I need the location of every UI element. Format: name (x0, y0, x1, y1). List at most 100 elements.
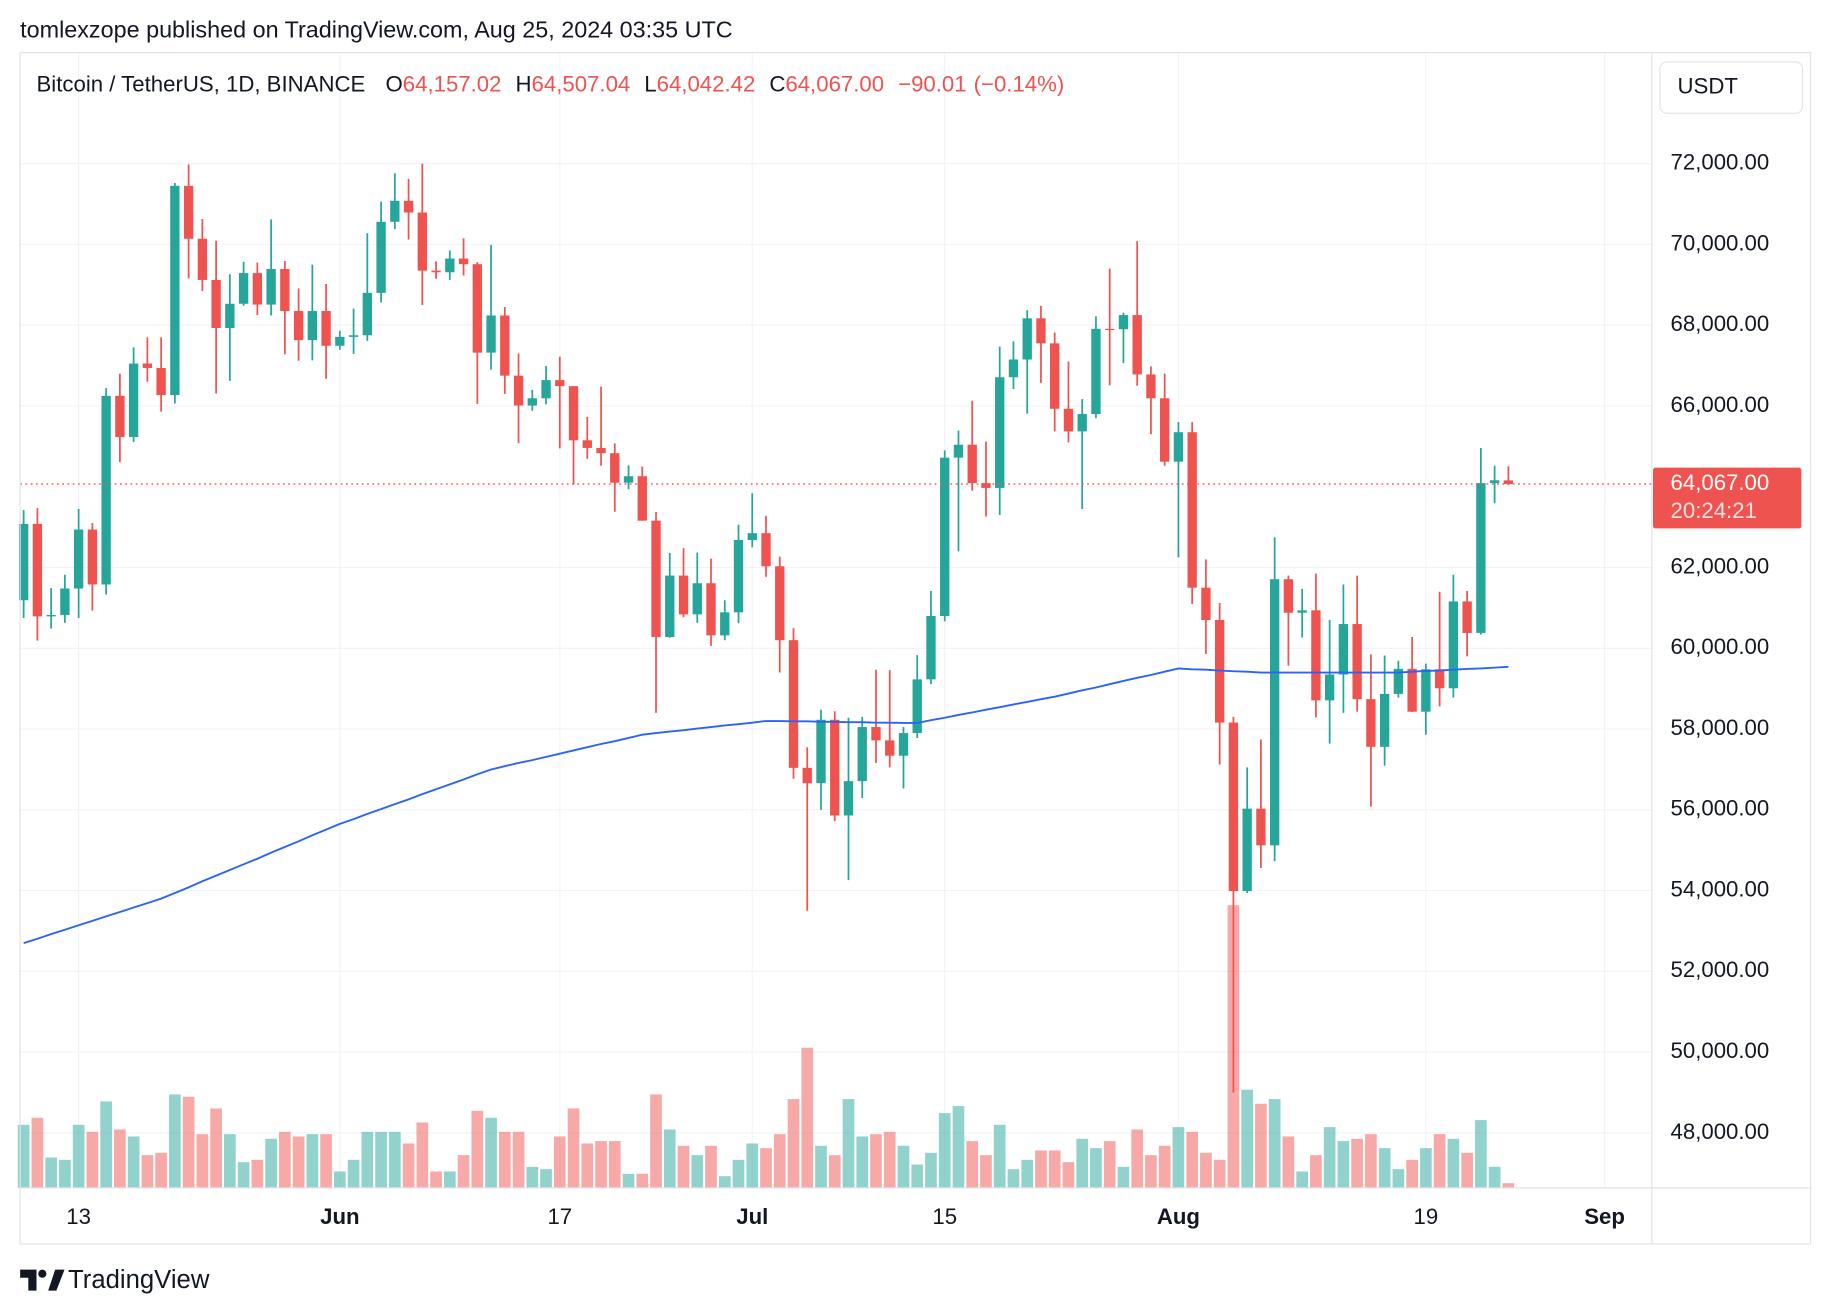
candle-body (1160, 398, 1170, 462)
volume-bar (196, 1134, 209, 1188)
volume-bar (1213, 1159, 1226, 1188)
volume-bar (1172, 1127, 1185, 1188)
candle-body (1242, 808, 1252, 892)
volume-bar (1447, 1138, 1460, 1188)
candle-body (1393, 668, 1404, 694)
candle-body (995, 377, 1005, 488)
candle-body (1379, 693, 1390, 747)
price-tag-label: 64,067.00 (1671, 470, 1770, 495)
x-tick-label: Jun (320, 1204, 359, 1229)
volume-bar (279, 1131, 291, 1188)
candle-body (1132, 315, 1142, 375)
volume-bar (347, 1159, 360, 1188)
x-tick-label: 19 (1414, 1204, 1439, 1229)
candle-body (568, 386, 579, 441)
volume-bar (320, 1134, 332, 1188)
volume-bar (1406, 1159, 1418, 1188)
candle-body (678, 575, 689, 615)
y-tick-label: 50,000.00 (1671, 1038, 1770, 1063)
volume-bar (1241, 1089, 1254, 1188)
volume-bar (292, 1136, 305, 1188)
overlay (20, 483, 1652, 945)
candle-body (46, 614, 56, 617)
brand-logo (20, 1269, 65, 1291)
currency-box[interactable] (1659, 61, 1804, 114)
candle-body (1050, 343, 1060, 409)
volume-bar (498, 1131, 511, 1188)
candle-body (665, 575, 675, 637)
volume-bar (471, 1110, 484, 1188)
volume-bar (430, 1171, 442, 1188)
candle-body (1036, 318, 1046, 344)
volume-bar (375, 1131, 387, 1188)
volume-bar (1131, 1129, 1144, 1188)
candle-body (1338, 624, 1349, 675)
candle-body (1489, 480, 1500, 484)
volume-bar (155, 1152, 167, 1188)
volume-bar (856, 1136, 869, 1188)
candle-body (967, 444, 977, 484)
volume-bar (718, 1176, 731, 1188)
candle-body (486, 315, 496, 353)
candle-body (898, 733, 909, 756)
candle-body (60, 588, 70, 615)
candles (18, 163, 1514, 1093)
candle-body (1063, 408, 1074, 432)
x-tick-label: 15 (932, 1204, 957, 1229)
volume-bar (1090, 1148, 1102, 1188)
candle-body (362, 292, 373, 336)
volume-bar (59, 1159, 71, 1188)
volume-bar (169, 1094, 181, 1188)
volume-bar (72, 1124, 85, 1188)
volume-bar (306, 1134, 319, 1188)
candle-body (170, 185, 180, 396)
frame (19, 51, 1812, 1245)
volume-bar (17, 1124, 30, 1188)
candle-body (376, 221, 386, 293)
legend-key: L (644, 71, 656, 96)
y-tick-label: 62,000.00 (1671, 553, 1770, 578)
candle-body (775, 566, 785, 641)
volume-bar (1365, 1134, 1377, 1188)
candle-body (307, 311, 318, 341)
volume-bar (485, 1117, 497, 1188)
volume-bar (842, 1099, 855, 1188)
volume-bar (897, 1145, 910, 1188)
candle-body (651, 520, 661, 637)
volume-bar (237, 1162, 250, 1188)
candle-body (73, 529, 84, 589)
candle-body (555, 380, 565, 387)
volume-bar (443, 1171, 456, 1188)
volume-bar (650, 1094, 662, 1188)
candle-body (802, 767, 812, 784)
candle-body (788, 640, 799, 768)
candle-body (1311, 610, 1321, 701)
y-tick-label: 72,000.00 (1671, 149, 1770, 174)
candle-body (335, 336, 345, 346)
symbol: Bitcoin / TetherUS, 1D, BINANCE (36, 71, 365, 96)
candle-body (225, 303, 235, 329)
candle-body (238, 273, 249, 304)
volume-bar (925, 1152, 937, 1188)
volume-bar (526, 1166, 539, 1188)
candle-body (871, 727, 881, 741)
legend-key: O (386, 71, 403, 96)
volume-bar (663, 1129, 676, 1188)
x-tick-label: Sep (1584, 1204, 1625, 1229)
candle-body (390, 200, 400, 222)
volume-bar (911, 1164, 924, 1188)
candle-body (623, 476, 634, 483)
volume-bar (1351, 1138, 1363, 1188)
volume-bar (581, 1143, 594, 1188)
volume-bar (333, 1171, 346, 1188)
price-tag (1653, 467, 1802, 529)
volume-bar (1117, 1166, 1130, 1188)
legend-key: H (516, 71, 532, 96)
volume-bar (801, 1047, 814, 1188)
y-tick-label: 66,000.00 (1671, 392, 1770, 417)
volume-bar (45, 1157, 57, 1188)
candle-body (1434, 669, 1445, 689)
